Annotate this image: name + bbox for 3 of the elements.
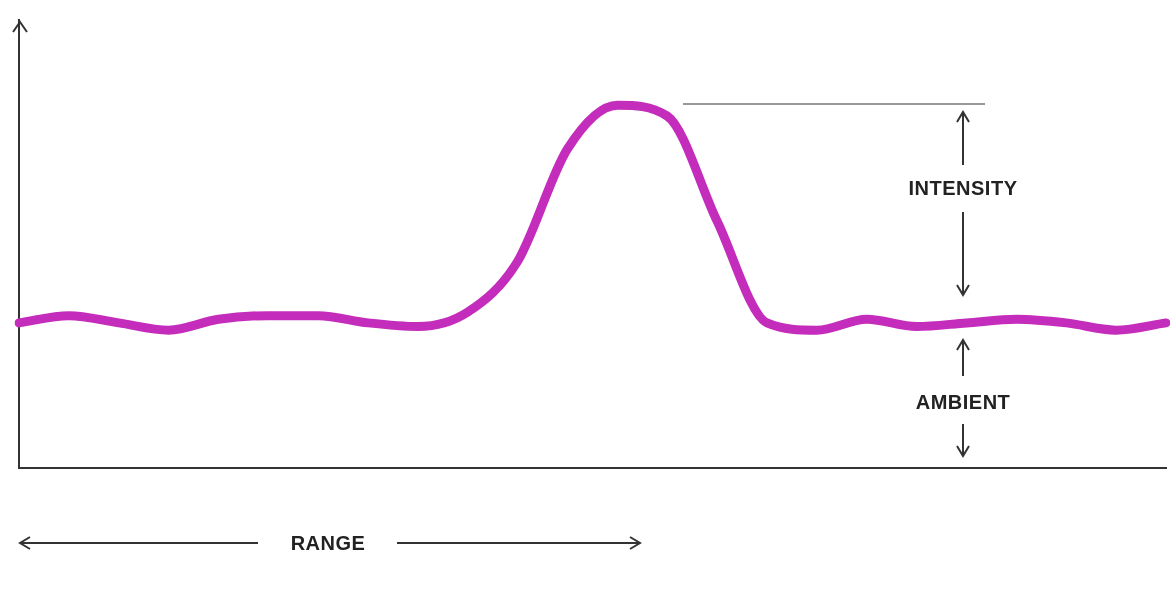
annotation: INTENSITY <box>904 176 1022 200</box>
text: RANGE <box>286 531 370 555</box>
annotation: AMBIENT <box>911 390 1015 414</box>
